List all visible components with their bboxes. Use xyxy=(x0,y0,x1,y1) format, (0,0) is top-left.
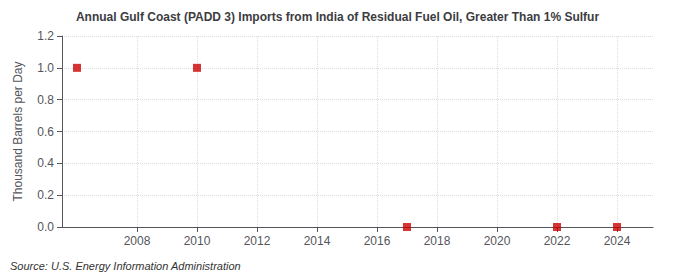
svg-text:2012: 2012 xyxy=(244,234,271,248)
svg-text:0.4: 0.4 xyxy=(37,156,54,170)
svg-text:0.8: 0.8 xyxy=(37,93,54,107)
svg-text:2010: 2010 xyxy=(184,234,211,248)
svg-text:0.6: 0.6 xyxy=(37,125,54,139)
svg-text:2024: 2024 xyxy=(604,234,631,248)
svg-text:Source: U.S. Energy Informatio: Source: U.S. Energy Information Administ… xyxy=(10,260,241,272)
svg-text:2008: 2008 xyxy=(124,234,151,248)
svg-text:Annual Gulf Coast (PADD 3) Imp: Annual Gulf Coast (PADD 3) Imports from … xyxy=(76,10,599,24)
svg-text:2020: 2020 xyxy=(484,234,511,248)
svg-text:0.0: 0.0 xyxy=(37,220,54,234)
svg-text:1.0: 1.0 xyxy=(37,61,54,75)
svg-text:2018: 2018 xyxy=(424,234,451,248)
svg-text:2014: 2014 xyxy=(304,234,331,248)
svg-text:0.2: 0.2 xyxy=(37,188,54,202)
svg-text:1.2: 1.2 xyxy=(37,29,54,43)
svg-text:Thousand Barrels per Day: Thousand Barrels per Day xyxy=(11,61,25,201)
svg-text:2022: 2022 xyxy=(544,234,571,248)
svg-text:2016: 2016 xyxy=(364,234,391,248)
